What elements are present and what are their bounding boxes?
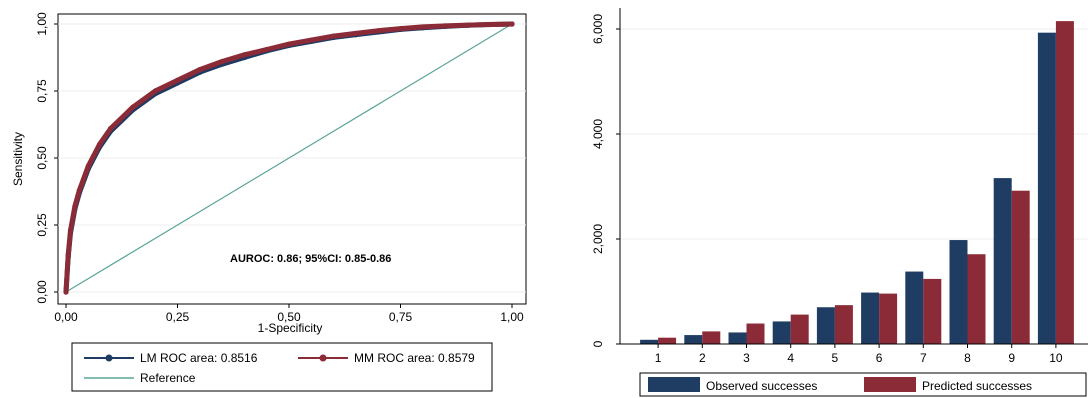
- bar-predicted: [967, 254, 986, 344]
- bar-observed: [816, 307, 835, 344]
- bar-legend: [639, 372, 1087, 397]
- bar-observed: [772, 321, 791, 344]
- roc-y-axis-label: Sensitivity: [11, 132, 25, 186]
- bar-predicted: [1011, 190, 1030, 344]
- roc-curve-reference: [65, 23, 513, 293]
- bar-observed: [861, 292, 880, 344]
- roc-series-group: [63, 21, 515, 295]
- roc-x-tick-label: 0,50: [277, 310, 301, 324]
- bar-predicted: [702, 331, 721, 344]
- roc-point-mm: [509, 21, 515, 27]
- bar-predicted: [1055, 21, 1074, 344]
- roc-point-mm: [96, 142, 103, 148]
- roc-point-mm: [264, 46, 270, 53]
- bar-y-tick-label: 2,000: [591, 224, 605, 254]
- roc-point-mm: [219, 58, 225, 65]
- roc-y-tick-label: 0,75: [35, 79, 49, 103]
- bar-y-tick-label: 4,000: [591, 119, 605, 149]
- roc-point-mm: [241, 52, 247, 58]
- bar-x-tick-label: 9: [1008, 351, 1015, 365]
- legend-item-predicted: Predicted successes: [864, 377, 1032, 393]
- roc-point-mm: [308, 37, 314, 43]
- roc-point-mm: [353, 30, 359, 36]
- legend-item-lm: LM ROC area: 0.8516: [84, 351, 258, 365]
- legend-marker-mm: [319, 354, 327, 362]
- bar-x-tick-label: 8: [964, 351, 971, 365]
- roc-x-axis-label: 1-Specificity: [258, 321, 323, 335]
- bar-x-tick-label: 5: [832, 351, 839, 365]
- roc-curve-mm: [63, 21, 515, 295]
- bar-observed: [1037, 32, 1056, 345]
- roc-point-mm: [65, 251, 71, 258]
- roc-point-mm: [63, 289, 69, 295]
- roc-point-mm: [197, 66, 203, 73]
- roc-point-mm: [76, 187, 82, 193]
- bar-x-tick-label: 6: [876, 351, 883, 365]
- legend-label-reference: Reference: [140, 371, 196, 385]
- roc-x-tick-label: 0,75: [389, 310, 413, 324]
- legend-label-observed: Observed successes: [706, 379, 817, 393]
- roc-point-mm: [72, 203, 78, 209]
- roc-point-mm: [331, 33, 337, 39]
- roc-point-mm: [397, 25, 404, 32]
- bar-observed: [993, 178, 1012, 344]
- roc-legend: [71, 342, 493, 392]
- bar-series-group: [640, 21, 1074, 345]
- roc-y-axis: 0,00 0,25 0,50 0,75 1,00: [35, 12, 58, 304]
- legend-item-observed: Observed successes: [648, 377, 817, 393]
- bar-predicted: [746, 323, 765, 344]
- bar-observed: [905, 271, 924, 344]
- bar-x-tick-label: 3: [743, 351, 750, 365]
- auroc-annotation: AUROC: 0.86; 95%CI: 0.85-0.86: [230, 253, 391, 265]
- roc-x-axis: 0,00 0,25 0,50 0,75 1,00: [54, 304, 524, 324]
- roc-point-mm: [375, 28, 381, 34]
- legend-label-predicted: Predicted successes: [922, 379, 1032, 393]
- bar-x-tick-label: 10: [1049, 351, 1063, 365]
- bar-predicted: [658, 337, 677, 344]
- legend-item-reference: Reference: [84, 371, 196, 385]
- bar-x-tick-label: 7: [920, 351, 927, 365]
- bar-x-tick-label: 1: [655, 351, 662, 365]
- bar-observed: [684, 335, 703, 344]
- roc-point-mm: [174, 77, 181, 83]
- roc-point-mm: [152, 88, 158, 94]
- bar-predicted: [923, 278, 942, 344]
- legend-label-lm: LM ROC area: 0.8516: [140, 351, 258, 365]
- roc-y-tick-label: 0,00: [35, 280, 49, 304]
- roc-point-mm: [130, 104, 136, 110]
- bar-y-tick-label: 0: [591, 340, 605, 347]
- bar-x-axis: 1 2 3 4 5 6 7 8 9 10: [620, 343, 1088, 365]
- roc-point-mm: [108, 125, 114, 132]
- roc-point-mm: [487, 21, 493, 28]
- bar-observed: [949, 240, 968, 344]
- bar-x-tick-label: 4: [787, 351, 794, 365]
- legend-marker-lm: [105, 354, 113, 362]
- roc-x-tick-label: 0,25: [166, 310, 190, 324]
- legend-swatch-predicted: [864, 377, 916, 392]
- legend-label-mm: MM ROC area: 0.8579: [354, 351, 475, 365]
- roc-point-mm: [286, 41, 292, 47]
- bar-predicted: [790, 314, 809, 344]
- legend-swatch-observed: [648, 377, 700, 392]
- roc-y-tick-label: 0,50: [35, 146, 49, 170]
- roc-point-mm: [85, 163, 91, 169]
- bar-predicted: [879, 293, 898, 344]
- bar-observed: [728, 332, 747, 344]
- roc-y-tick-label: 1,00: [35, 12, 49, 36]
- roc-x-tick-label: 1,00: [500, 310, 524, 324]
- roc-x-tick-label: 0,00: [54, 310, 78, 324]
- bar-y-tick-label: 6,000: [591, 14, 605, 44]
- roc-y-tick-label: 0,25: [35, 213, 49, 237]
- bar-predicted: [834, 305, 853, 344]
- bar-y-axis: 0 2,000 4,000 6,000: [591, 8, 621, 347]
- bar-observed: [640, 339, 659, 344]
- roc-chart: 0,00 0,25 0,50 0,75 1,00 0,00 0,25 0,50 0,75 1,0…: [11, 11, 527, 392]
- roc-point-mm: [67, 227, 74, 233]
- roc-point-mm: [464, 22, 470, 28]
- bar-x-tick-label: 2: [699, 351, 706, 365]
- roc-point-mm: [420, 24, 426, 30]
- legend-item-mm: MM ROC area: 0.8579: [298, 351, 475, 365]
- roc-point-mm: [442, 23, 448, 29]
- bar-chart: 0 2,000 4,000 6,000 1 2 3 4 5 6 7 8 9 10 Observed su…: [560, 0, 1090, 398]
